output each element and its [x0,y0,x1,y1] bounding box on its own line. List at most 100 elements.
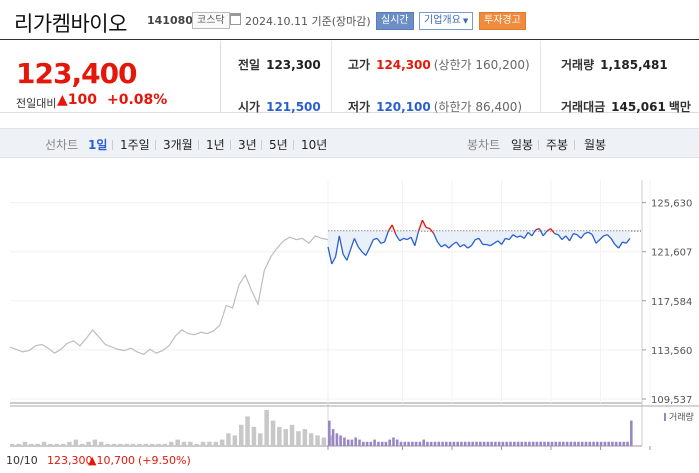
today-line-segment [535,227,540,231]
today-line-segment [342,253,348,261]
today-line-segment [527,231,533,237]
company-info-label: 기업개요 [424,15,461,26]
today-line-segment [395,234,401,242]
tab-daily[interactable]: 일봉 [511,138,534,152]
today-line-segment [459,243,465,248]
prev-volume-bar [232,435,238,446]
change-value: ▲100 [57,92,98,108]
today-line-segment [414,230,420,246]
prev-volume-bar [181,441,187,446]
today-line-segment [625,238,631,244]
today-line-segment [546,228,552,232]
today-volume-bar [603,441,607,446]
today-volume-bar [520,441,524,446]
prev-volume-bar [41,441,47,446]
today-line-segment [497,240,503,245]
today-line-segment [569,233,574,242]
tab-1d[interactable]: 1일 [88,138,108,152]
realtime-button[interactable]: 실시간 [376,12,414,30]
today-line-segment [380,241,385,244]
stock-name: 리가켐바이오 [14,12,127,36]
volume-legend-swatch [664,413,666,421]
today-line-segment [368,239,374,249]
prev-volume-bar [277,426,282,446]
today-volume-bar [584,441,588,446]
price-summary: 123,400 전일대비 ▲100 +0.08% 전일 123,300 시가 121… [0,41,699,114]
tab-1y[interactable]: 1년 [206,138,225,152]
investment-warning-badge[interactable]: 투자경고 [479,12,526,30]
up-triangle-icon: ▲ [88,454,97,467]
today-line-segment [410,236,416,246]
today-line-segment [455,241,461,248]
prev-volume-bar [245,416,250,446]
open-cell: 시가 121,500 [238,100,321,114]
today-volume-bar [516,441,520,446]
today-line-segment [591,234,597,244]
tab-weekly[interactable]: 주봉 [546,138,569,152]
tab-monthly[interactable]: 월봉 [584,138,607,152]
prev-volume-bar [16,443,21,446]
today-line-segment [327,246,333,265]
today-volume-bar [580,441,584,446]
today-line-segment [452,241,457,246]
today-line-segment [618,241,624,249]
prev-volume-bar [219,439,225,446]
today-volume-bar [599,441,603,446]
low-cell: 저가 120,100 (하한가 86,400) [348,100,523,114]
today-volume-bar [335,433,339,446]
today-line-segment [542,230,548,237]
today-volume-bar [399,441,403,446]
today-volume-bar [531,441,535,446]
today-volume-bar [630,420,633,446]
today-volume-bar [418,441,422,446]
prev-volume-bar [296,431,301,446]
today-line-segment [448,244,454,249]
intraday-price-chart[interactable]: 125,630121,607117,584113,560109,53710/11… [0,180,699,450]
tab-3m[interactable]: 3개월 [163,138,193,152]
candle-chart-label: 봉차트 [467,138,501,152]
today-area [328,220,630,264]
today-line-segment [373,237,378,241]
company-info-button[interactable]: 기업개요 ▼ [419,12,474,30]
today-volume-bar [403,441,407,446]
today-volume-bar [437,441,441,446]
prev-volume-bar [105,443,110,446]
today-line-segment [470,239,476,247]
today-volume-bar [569,441,573,446]
today-volume-bar [528,441,531,446]
today-volume-bar [505,441,508,446]
today-line-segment [429,228,435,234]
calendar-icon [230,13,241,25]
y-tick-label: 113,560 [651,346,692,357]
today-volume-bar [384,441,388,446]
tab-5y[interactable]: 5년 [269,138,288,152]
prev-volume-bar [213,441,218,446]
today-volume-bar [562,441,565,446]
today-volume-bar [490,441,493,446]
today-volume-bar [565,441,569,446]
today-volume-bar [407,441,410,446]
today-line-segment [501,238,506,245]
today-volume-bar [414,441,418,446]
today-volume-bar [377,441,380,446]
tab-1w[interactable]: 1주일 [120,138,150,152]
today-volume-bar [456,441,459,446]
prev-volume-bar [289,424,295,446]
tab-3y[interactable]: 3년 [238,138,257,152]
today-volume-bar [592,441,595,446]
today-line-segment [425,226,431,230]
today-line-segment [508,234,514,240]
prev-volume-bar [308,433,314,446]
today-volume-bar [547,441,550,446]
tab-10y[interactable]: 10년 [301,138,328,152]
today-volume-bar [429,441,433,446]
prev-volume-bar [10,443,15,446]
today-volume-bar [373,439,376,446]
prev-day-date: 10/10 [6,454,38,467]
today-line-segment [433,233,439,243]
today-volume-bar [558,441,561,446]
today-volume-bar [392,437,395,446]
prev-volume-bar [194,443,199,446]
today-line-segment [331,256,337,265]
today-line-segment [475,237,480,241]
